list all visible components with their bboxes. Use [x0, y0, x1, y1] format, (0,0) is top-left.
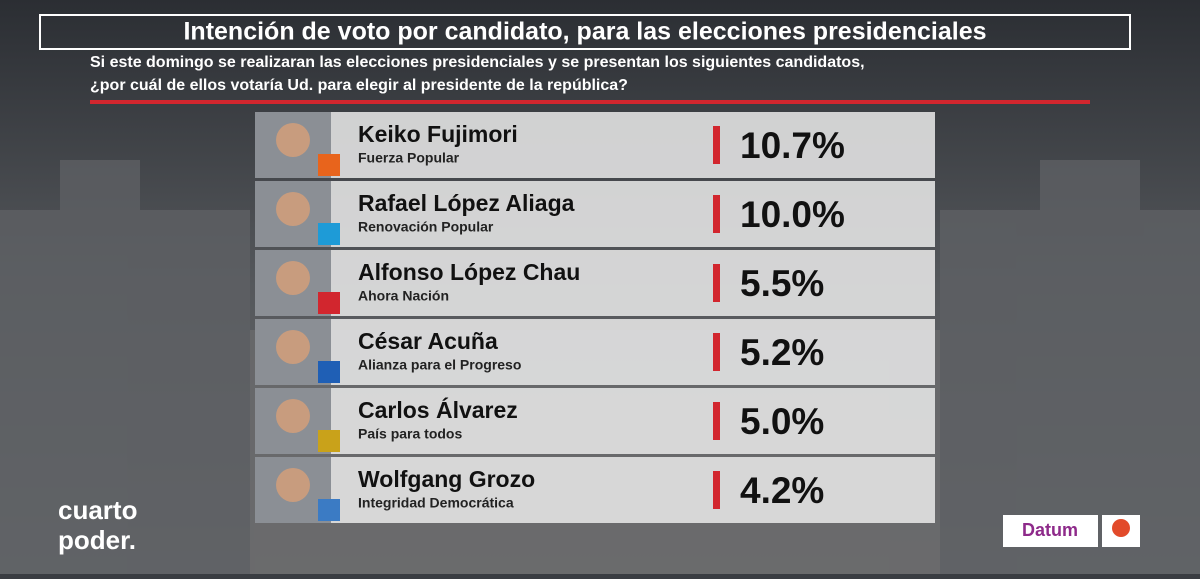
candidate-list: Keiko Fujimori Fuerza Popular 10.7% Rafael … — [255, 112, 935, 523]
question-line: Si este domingo se realizaran las elecci… — [90, 54, 865, 71]
photo-face — [276, 261, 310, 295]
party-logo — [318, 292, 340, 314]
candidate-name: Alfonso López Chau — [358, 259, 580, 285]
accent-bar — [713, 333, 720, 371]
row-background — [255, 250, 935, 316]
channel-logo: poder. — [58, 525, 136, 555]
row-background — [255, 388, 935, 454]
pollster-box — [1003, 515, 1098, 547]
title-box — [39, 14, 1131, 50]
party-name: Renovación Popular — [358, 219, 494, 235]
network-logo-mark — [1112, 519, 1130, 537]
question-line: ¿por cuál de ellos votaría Ud. para eleg… — [90, 77, 628, 94]
accent-bar — [713, 264, 720, 302]
row-background — [255, 112, 935, 178]
party-logo — [318, 430, 340, 452]
photo-face — [276, 468, 310, 502]
vote-share: 5.0% — [740, 401, 824, 442]
candidate-name: César Acuña — [358, 328, 498, 354]
photo-face — [276, 399, 310, 433]
party-logo — [318, 499, 340, 521]
row-background — [255, 181, 935, 247]
pollster-logo: Datum — [1022, 520, 1078, 540]
accent-bar — [713, 471, 720, 509]
party-name: Alianza para el Progreso — [358, 357, 521, 373]
photo-face — [276, 123, 310, 157]
candidate-name: Keiko Fujimori — [358, 121, 518, 147]
vote-share: 10.0% — [740, 194, 845, 235]
channel-logo: cuarto — [58, 495, 137, 525]
party-logo — [318, 154, 340, 176]
vote-share: 4.2% — [740, 470, 824, 511]
party-name: Ahora Nación — [358, 288, 449, 304]
party-logo — [318, 223, 340, 245]
vote-share: 10.7% — [740, 125, 845, 166]
row-background — [255, 319, 935, 385]
candidate-name: Wolfgang Grozo — [358, 466, 535, 492]
divider — [90, 100, 1090, 104]
vote-share: 5.5% — [740, 263, 824, 304]
title: Intención de voto por candidato, para la… — [183, 18, 986, 46]
photo-face — [276, 330, 310, 364]
photo-face — [276, 192, 310, 226]
party-logo — [318, 361, 340, 383]
party-name: Integridad Democrática — [358, 495, 514, 511]
candidate-name: Rafael López Aliaga — [358, 190, 575, 216]
accent-bar — [713, 195, 720, 233]
vote-share: 5.2% — [740, 332, 824, 373]
candidate-name: Carlos Álvarez — [358, 396, 518, 423]
accent-bar — [713, 402, 720, 440]
accent-bar — [713, 126, 720, 164]
row-background — [255, 457, 935, 523]
party-name: País para todos — [358, 426, 462, 442]
party-name: Fuerza Popular — [358, 150, 460, 166]
